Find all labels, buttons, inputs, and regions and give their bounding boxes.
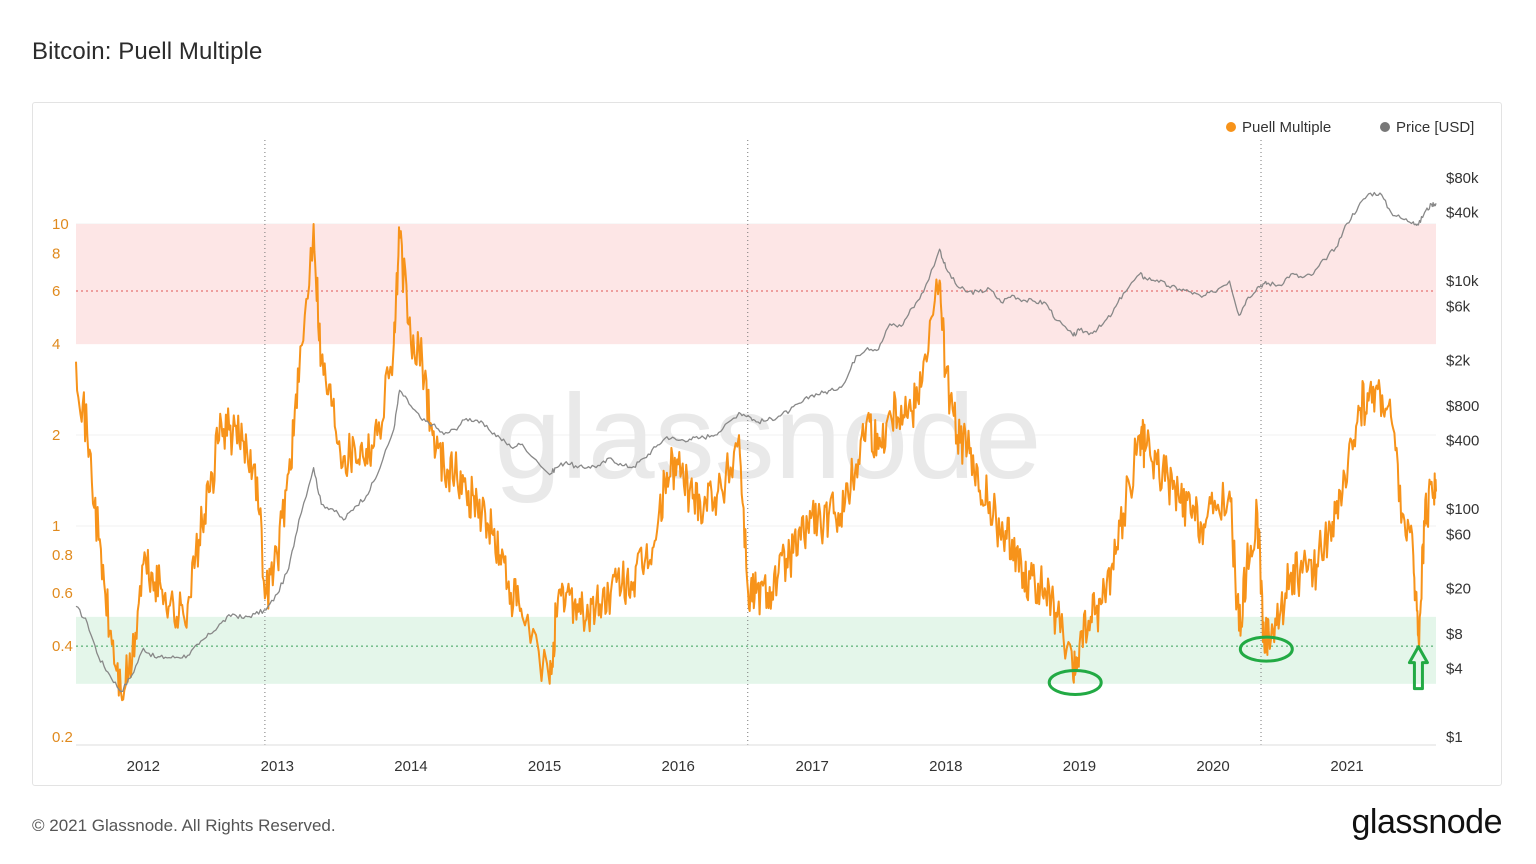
y-right-tick-label: $100: [1446, 501, 1479, 518]
price-usd-line: [75, 191, 1437, 693]
y-right-tick-label: $4: [1446, 660, 1463, 677]
y-left-tick-label: 6: [52, 283, 60, 300]
y-right-tick-label: $2k: [1446, 353, 1471, 370]
y-right-tick-label: $8: [1446, 626, 1463, 643]
x-tick-label: 2017: [796, 758, 829, 775]
x-tick-label: 2016: [662, 758, 695, 775]
x-tick-label: 2018: [929, 758, 962, 775]
x-tick-label: 2014: [394, 758, 427, 775]
brand-logo[interactable]: glassnode: [1351, 803, 1502, 841]
y-right-tick-label: $20: [1446, 581, 1471, 598]
annotation-arrow-up-icon: [1407, 645, 1429, 691]
y-left-tick-label: 2: [52, 427, 60, 444]
page-title: Bitcoin: Puell Multiple: [32, 38, 263, 65]
y-left-tick-label: 1: [52, 518, 60, 535]
legend-label: Price [USD]: [1396, 119, 1474, 136]
red-zone-band: [76, 224, 1436, 345]
y-left-tick-label: 8: [52, 245, 60, 262]
y-left-tick-label: 0.2: [52, 729, 73, 746]
x-tick-label: 2021: [1330, 758, 1363, 775]
annotation-ellipse: [1047, 669, 1103, 697]
watermark-text: glassnode: [494, 370, 1041, 504]
x-tick-label: 2019: [1063, 758, 1096, 775]
copyright-text: © 2021 Glassnode. All Rights Reserved.: [32, 816, 336, 835]
puell-multiple-chart: glassnode 10 8 6 4 2 1 0.8 0.6 0.4 0.2 $80k $40k $10k…: [52, 119, 1479, 775]
y-right-tick-label: $10k: [1446, 273, 1479, 290]
x-tick-label: 2020: [1196, 758, 1229, 775]
y-right-tick-label: $40k: [1446, 204, 1479, 221]
y-right-tick-label: $80k: [1446, 170, 1479, 187]
puell-legend-dot: [1226, 122, 1236, 132]
y-right-tick-label: $6k: [1446, 298, 1471, 315]
y-right-tick-label: $800: [1446, 398, 1479, 415]
puell-multiple-line: [75, 223, 1437, 702]
y-left-tick-label: 0.6: [52, 585, 73, 602]
green-zone-band: [76, 616, 1436, 684]
y-right-tick-label: $60: [1446, 526, 1471, 543]
y-left-tick-label: 4: [52, 336, 60, 353]
y-right-tick-label: $1: [1446, 729, 1463, 746]
annotation-ellipse: [1238, 635, 1294, 663]
x-tick-label: 2013: [261, 758, 294, 775]
y-left-tick-label: 10: [52, 216, 69, 233]
y-left-tick-label: 0.8: [52, 547, 73, 564]
price-legend-dot: [1380, 122, 1390, 132]
x-tick-label: 2012: [127, 758, 160, 775]
y-right-tick-label: $400: [1446, 432, 1479, 449]
x-tick-label: 2015: [528, 758, 561, 775]
y-left-tick-label: 0.4: [52, 638, 73, 655]
legend-label: Puell Multiple: [1242, 119, 1331, 136]
